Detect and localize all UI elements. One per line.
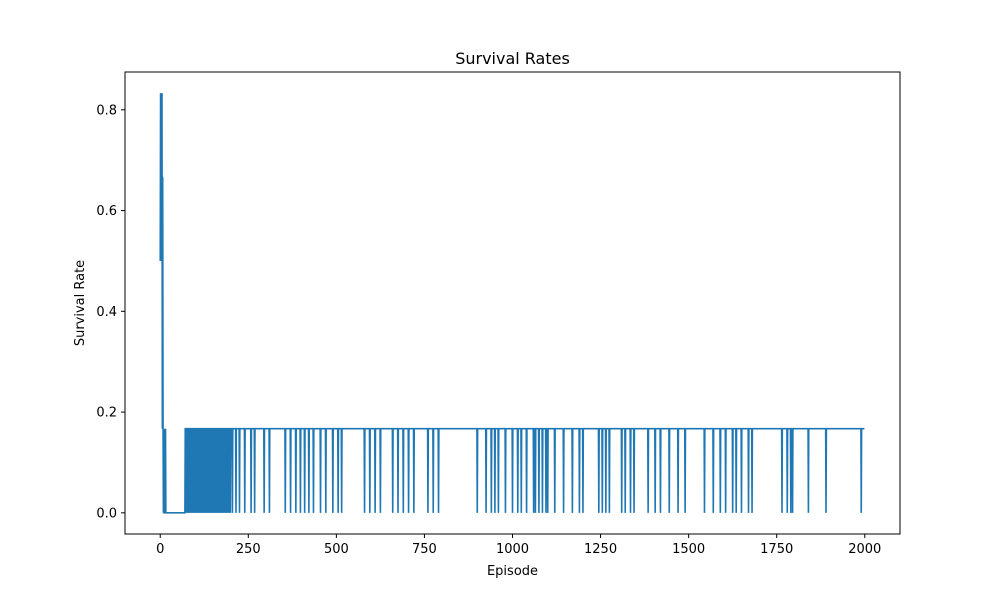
x-tick-label: 0 <box>156 542 164 557</box>
series-line-0 <box>159 93 865 514</box>
y-axis-label: Survival Rate <box>73 260 88 346</box>
axes-ticks: 0 250 500 750 1000 1250 1500 1750 2000 0.0 0.2 0.4 0… <box>96 103 881 557</box>
x-tick-label: 250 <box>236 542 261 557</box>
x-tick-label: 500 <box>324 542 349 557</box>
y-tick-label: 0.6 <box>96 204 117 219</box>
x-tick-label: 1000 <box>496 542 529 557</box>
plot-area <box>159 93 865 514</box>
x-tick-label: 1250 <box>584 542 617 557</box>
x-tick-label: 1750 <box>760 542 793 557</box>
y-tick-label: 0.2 <box>96 406 117 421</box>
chart-title: Survival Rates <box>455 49 570 68</box>
x-tick-label: 2000 <box>848 542 881 557</box>
plot-frame <box>124 71 901 535</box>
x-axis-label: Episode <box>487 564 538 579</box>
y-tick-label: 0.8 <box>96 103 117 118</box>
x-tick-label: 750 <box>412 542 437 557</box>
y-tick-label: 0.0 <box>96 506 117 521</box>
x-tick-label: 1500 <box>672 542 705 557</box>
y-tick-label: 0.4 <box>96 305 117 320</box>
